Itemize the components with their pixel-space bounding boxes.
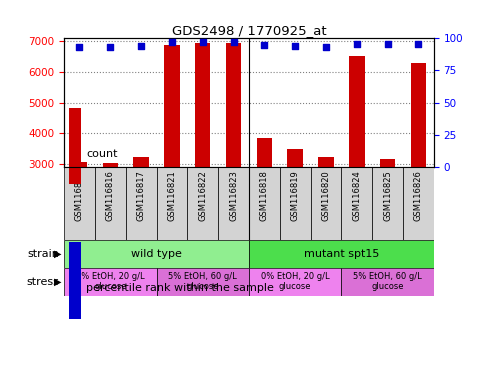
- Bar: [380, 159, 395, 167]
- Text: GSM116824: GSM116824: [352, 170, 361, 221]
- Text: 0% EtOH, 20 g/L
glucose: 0% EtOH, 20 g/L glucose: [76, 272, 144, 291]
- Text: wild type: wild type: [131, 248, 182, 259]
- Bar: [411, 63, 426, 167]
- Text: GSM116821: GSM116821: [168, 170, 176, 221]
- Point: [353, 40, 361, 46]
- Bar: [157, 167, 187, 240]
- Point: [291, 43, 299, 49]
- Point: [415, 40, 423, 46]
- Point: [168, 39, 176, 45]
- Bar: [195, 43, 211, 167]
- Title: GDS2498 / 1770925_at: GDS2498 / 1770925_at: [172, 24, 326, 37]
- Point: [260, 42, 268, 48]
- Bar: [187, 167, 218, 240]
- Bar: [64, 167, 95, 240]
- Point: [230, 39, 238, 45]
- Bar: [318, 157, 334, 167]
- Text: 5% EtOH, 60 g/L
glucose: 5% EtOH, 60 g/L glucose: [169, 272, 237, 291]
- Bar: [249, 167, 280, 240]
- Bar: [134, 157, 149, 167]
- Bar: [249, 240, 434, 268]
- Text: GSM116826: GSM116826: [414, 170, 423, 221]
- Bar: [372, 167, 403, 240]
- Bar: [164, 45, 179, 167]
- Point: [384, 40, 391, 46]
- Text: percentile rank within the sample: percentile rank within the sample: [86, 283, 274, 293]
- Text: ▶: ▶: [54, 248, 62, 259]
- Text: mutant spt15: mutant spt15: [304, 248, 379, 259]
- Bar: [341, 167, 372, 240]
- Text: GSM116816: GSM116816: [106, 170, 115, 221]
- Text: GSM116819: GSM116819: [291, 170, 300, 221]
- Bar: [249, 268, 341, 296]
- Text: GSM116822: GSM116822: [198, 170, 207, 221]
- Bar: [311, 167, 341, 240]
- Text: 0% EtOH, 20 g/L
glucose: 0% EtOH, 20 g/L glucose: [261, 272, 329, 291]
- Point: [322, 44, 330, 50]
- Point: [137, 43, 145, 49]
- Bar: [69, 242, 81, 319]
- Text: strain: strain: [27, 248, 59, 259]
- Point: [199, 39, 207, 45]
- Bar: [69, 108, 81, 184]
- Bar: [287, 149, 303, 167]
- Text: GSM116817: GSM116817: [137, 170, 145, 221]
- Bar: [280, 167, 311, 240]
- Bar: [341, 268, 434, 296]
- Bar: [95, 167, 126, 240]
- Bar: [157, 268, 249, 296]
- Bar: [218, 167, 249, 240]
- Text: stress: stress: [26, 276, 59, 287]
- Bar: [403, 167, 434, 240]
- Text: GSM116820: GSM116820: [321, 170, 330, 221]
- Text: GSM116823: GSM116823: [229, 170, 238, 221]
- Bar: [103, 163, 118, 167]
- Text: 5% EtOH, 60 g/L
glucose: 5% EtOH, 60 g/L glucose: [353, 272, 422, 291]
- Text: GSM116815: GSM116815: [75, 170, 84, 221]
- Text: ▶: ▶: [54, 276, 62, 287]
- Point: [75, 44, 83, 50]
- Text: count: count: [86, 149, 118, 159]
- Bar: [64, 240, 249, 268]
- Text: GSM116825: GSM116825: [383, 170, 392, 221]
- Text: GSM116818: GSM116818: [260, 170, 269, 221]
- Bar: [257, 137, 272, 167]
- Point: [106, 44, 114, 50]
- Bar: [226, 43, 241, 167]
- Bar: [64, 268, 157, 296]
- Bar: [349, 56, 364, 167]
- Bar: [72, 162, 87, 167]
- Bar: [126, 167, 157, 240]
